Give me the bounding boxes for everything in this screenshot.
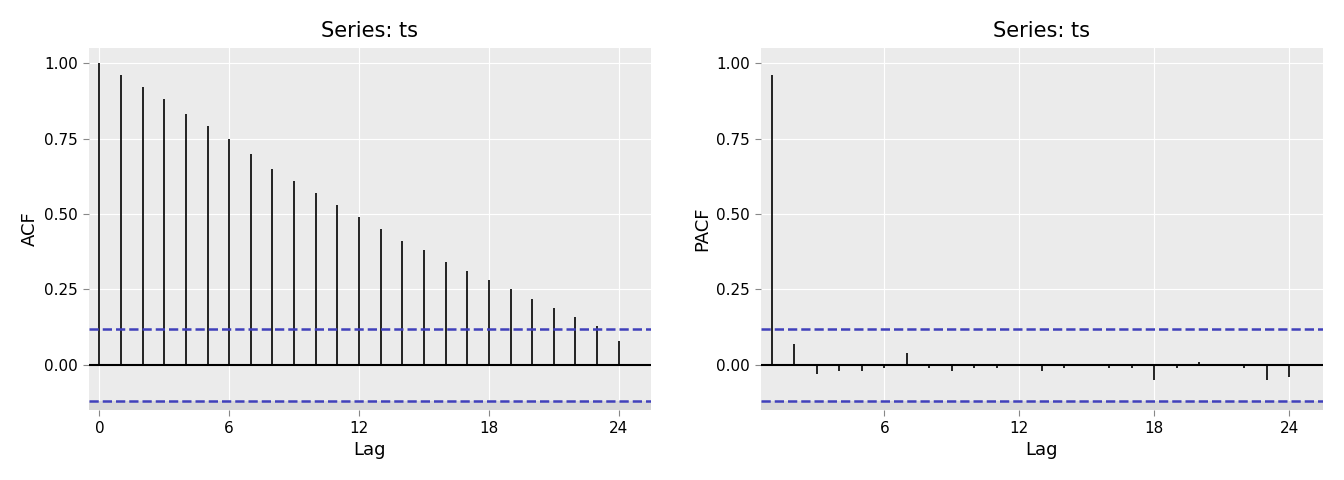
Y-axis label: PACF: PACF [694,207,711,252]
Y-axis label: ACF: ACF [22,212,39,246]
X-axis label: Lag: Lag [1025,441,1058,459]
Bar [89,401,650,410]
X-axis label: Lag: Lag [353,441,386,459]
Title: Series: ts: Series: ts [321,21,418,41]
Bar [761,401,1322,410]
Title: Series: ts: Series: ts [993,21,1090,41]
